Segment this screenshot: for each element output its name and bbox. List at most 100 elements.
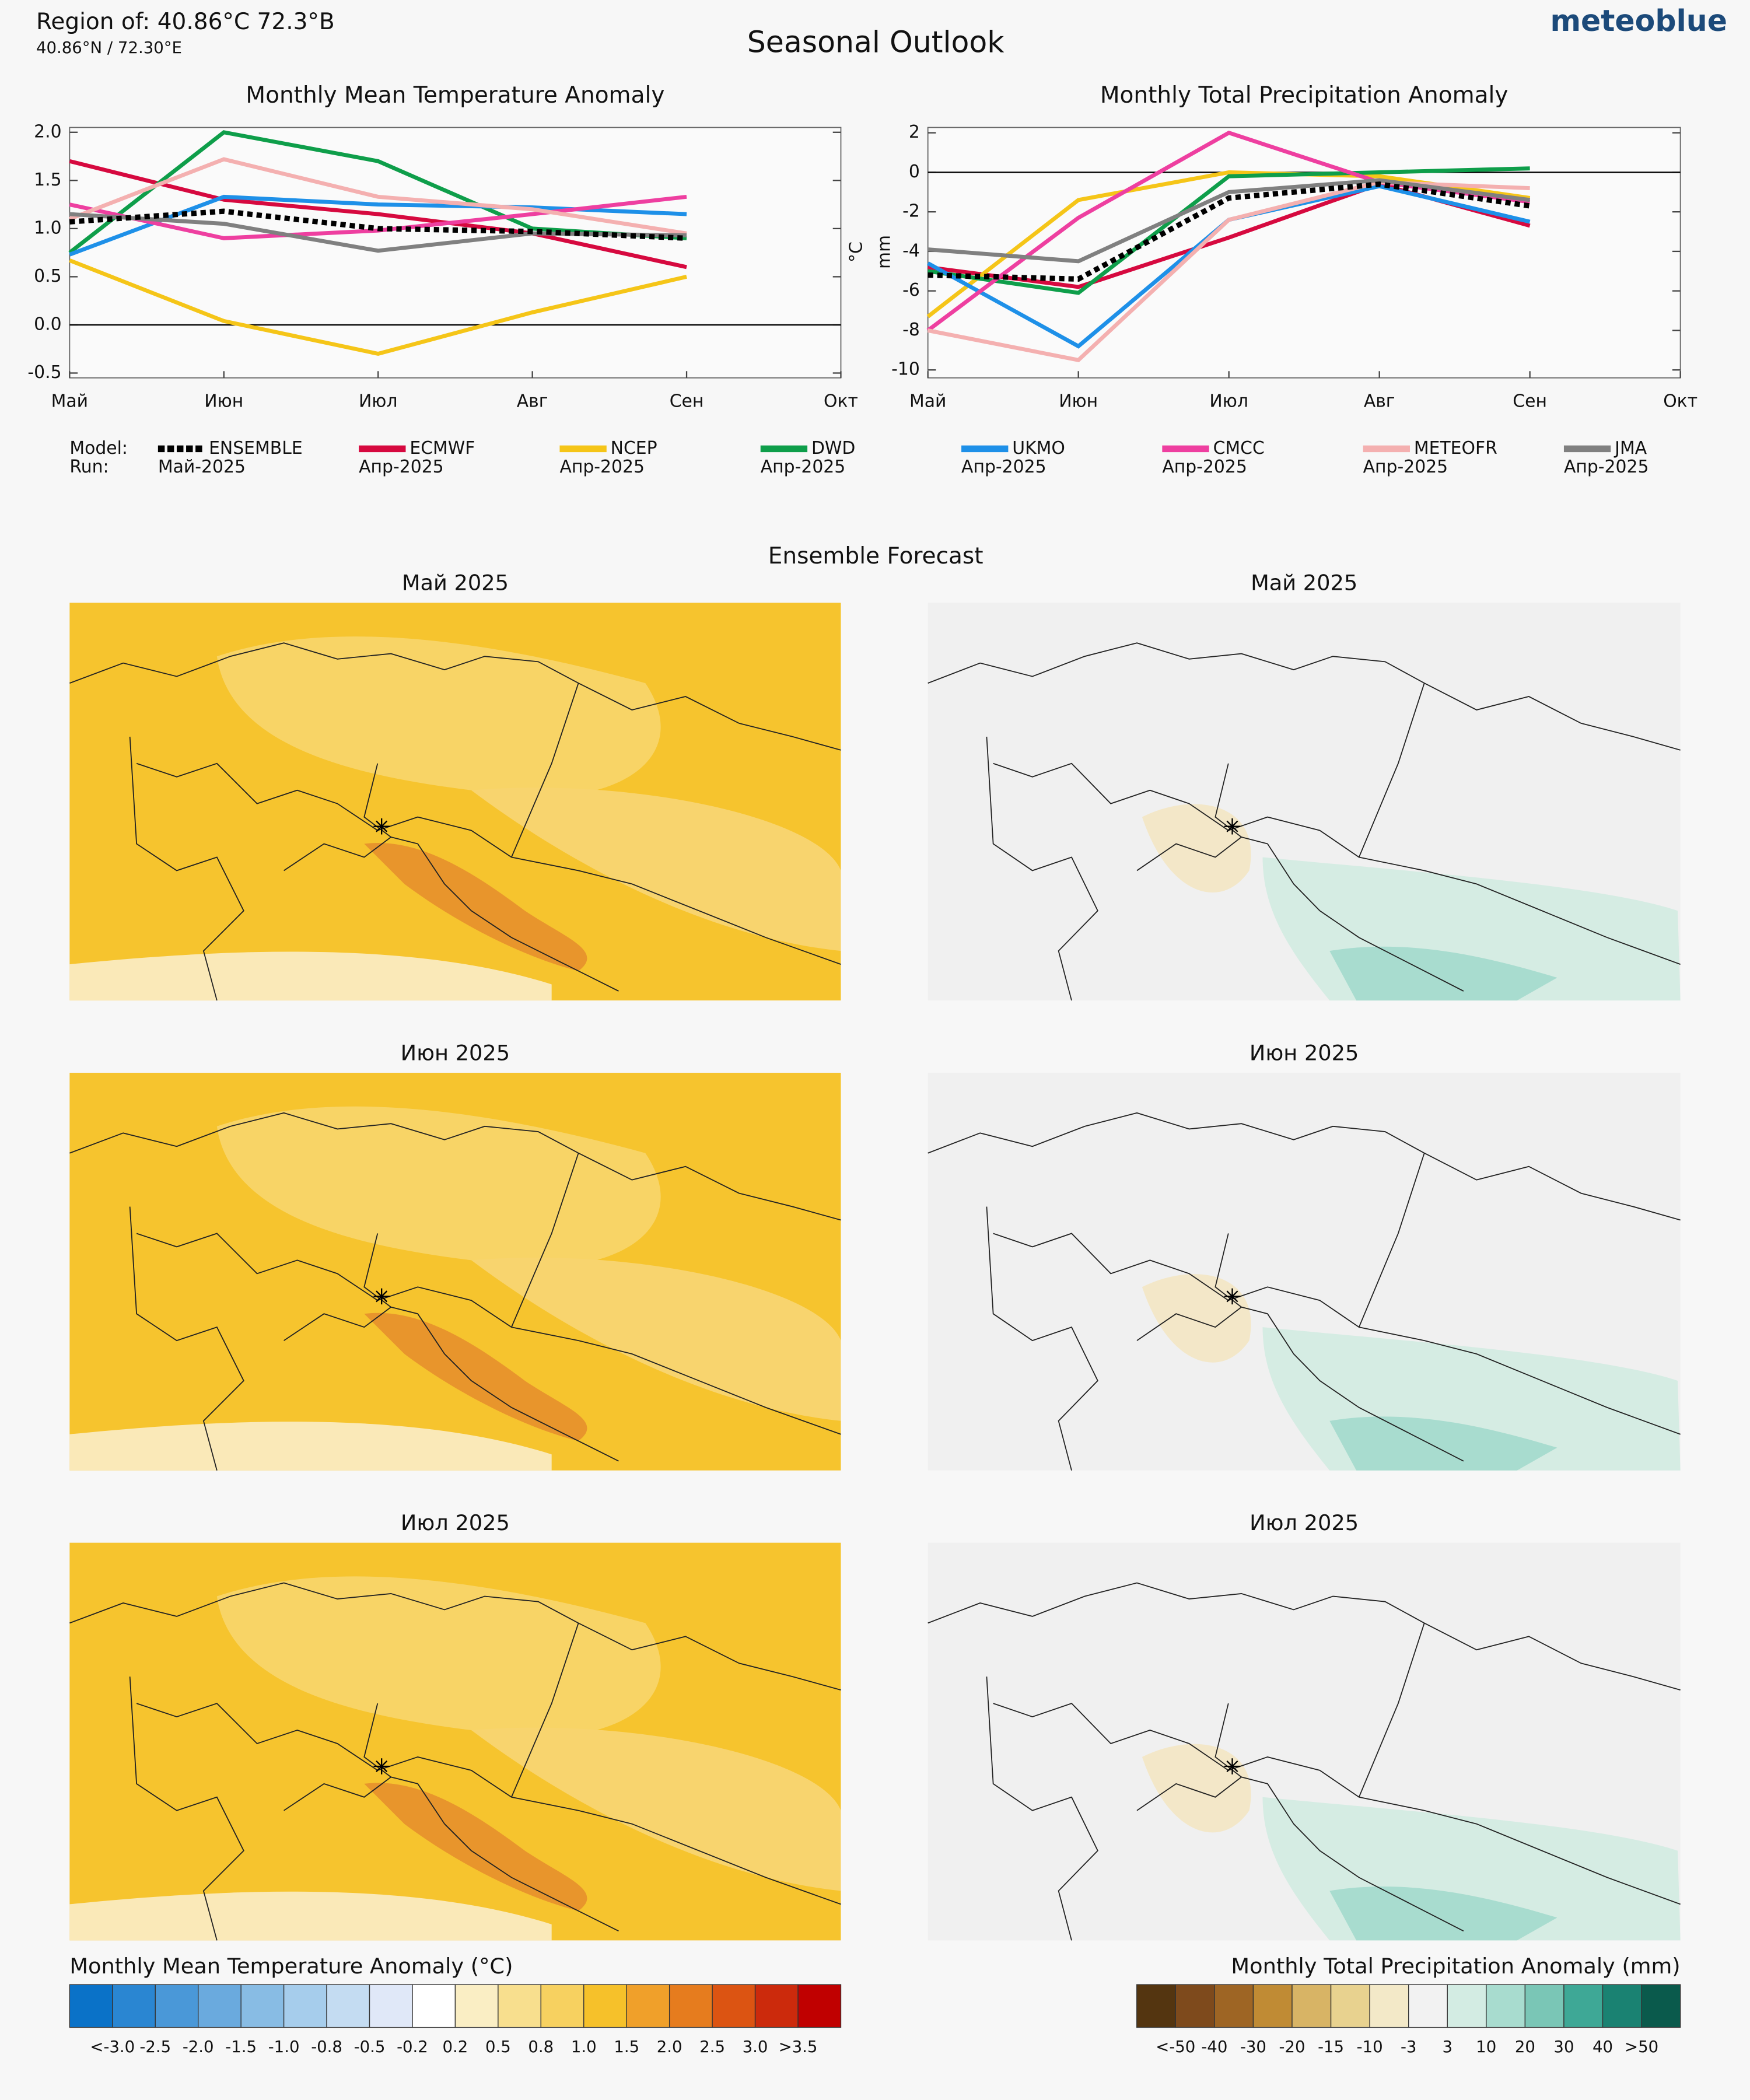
map-marker: [1224, 1758, 1241, 1774]
legend-run: Апр-2025: [961, 457, 1046, 477]
legend-name: DWD: [811, 438, 855, 459]
map-border: [1136, 1306, 1464, 1462]
legend-head: Run:: [69, 457, 108, 477]
map-border: [928, 1582, 1681, 1691]
map-border: [986, 1206, 1098, 1471]
map: [69, 1542, 841, 1941]
series-line: [928, 181, 1531, 282]
map-border: [510, 1623, 579, 1798]
legend-run: Апр-2025: [1564, 457, 1649, 477]
map-border: [129, 736, 244, 1001]
map-marker: [373, 1288, 390, 1305]
map-shade: [216, 636, 661, 797]
colorbar-label: -1.5: [225, 2038, 257, 2056]
colorbar-cell: [369, 1984, 413, 2028]
x-tick-label: Сен: [1513, 391, 1547, 412]
legend-run: Апр-2025: [1162, 457, 1247, 477]
colorbar-cell: [1447, 1984, 1487, 2028]
colorbar-label: 1.5: [614, 2038, 639, 2056]
colorbar-label: -15: [1318, 2038, 1344, 2056]
legend-run: Апр-2025: [1363, 457, 1448, 477]
map-border: [284, 836, 619, 992]
map-border: [136, 762, 841, 965]
map-shade: [471, 788, 841, 951]
coords: 40.86°N / 72.30°E: [36, 38, 182, 57]
colorbar-label: 20: [1515, 2038, 1535, 2056]
y-tick-label: -0.5: [27, 362, 61, 383]
map-border: [129, 1206, 244, 1471]
page-title: Seasonal Outlook: [747, 25, 1005, 60]
colorbar-label: -2.0: [183, 2038, 214, 2056]
plot-area: [927, 127, 1681, 379]
colorbar-label: -20: [1279, 2038, 1306, 2056]
series-line: [69, 159, 687, 270]
colorbar-cell: [1252, 1984, 1293, 2028]
colorbar-cell: [1292, 1984, 1332, 2028]
panel-title: Июн 2025: [401, 1040, 510, 1065]
map-shade: [471, 1727, 841, 1891]
colorbar-cell: [112, 1984, 156, 2028]
colorbar-label: 0.5: [485, 2038, 511, 2056]
map-border: [69, 642, 841, 751]
map-shade: [216, 1106, 661, 1268]
colorbar-label: 3: [1442, 2038, 1452, 2056]
map-shade: [1329, 946, 1558, 1001]
map-shade: [1142, 804, 1251, 893]
colorbar-cell: [240, 1984, 285, 2028]
map-shade: [69, 1422, 552, 1471]
map-border: [1136, 1776, 1464, 1932]
series-line: [928, 166, 1530, 295]
map-border: [510, 1153, 579, 1328]
colorbar-cell: [712, 1984, 756, 2028]
colorbar-cell: [626, 1984, 670, 2028]
map-border: [928, 642, 1681, 751]
panel-title: Июн 2025: [1250, 1040, 1359, 1065]
map-marker: [1224, 1288, 1241, 1305]
legend-name: CMCC: [1213, 438, 1265, 459]
colorbar-cell: [1602, 1984, 1642, 2028]
colorbar-label: -30: [1240, 2038, 1266, 2056]
colorbar-cell: [1563, 1984, 1604, 2028]
map-border: [136, 1703, 841, 1905]
y-tick-label: 0.5: [34, 266, 61, 286]
y-tick-label: 0.0: [34, 314, 61, 334]
map-border: [993, 762, 1681, 965]
colorbar-cell: [283, 1984, 327, 2028]
colorbar-label: -10: [1357, 2038, 1383, 2056]
legend-name: ECMWF: [410, 438, 475, 459]
colorbar-label: 3.0: [743, 2038, 768, 2056]
series-line: [928, 178, 1531, 264]
colorbar-cell: [198, 1984, 242, 2028]
y-tick-label: 2: [909, 122, 920, 142]
colorbar-label: -40: [1201, 2038, 1227, 2056]
map-border: [510, 682, 579, 858]
x-tick-label: Июл: [1209, 391, 1248, 412]
chart-title: Monthly Mean Temperature Anomaly: [246, 82, 664, 108]
map-border: [1358, 682, 1425, 858]
x-tick-label: Авг: [1364, 391, 1395, 412]
series-line: [69, 208, 687, 241]
colorbar-label: 10: [1476, 2038, 1496, 2056]
x-tick-label: Окт: [824, 391, 858, 412]
x-tick-label: Май: [909, 391, 946, 412]
x-tick-label: Июн: [204, 391, 243, 412]
colorbar-cell: [1214, 1984, 1254, 2028]
colorbar-cell: [1330, 1984, 1370, 2028]
map-border: [1136, 836, 1464, 992]
legend-run: Май-2025: [158, 457, 246, 477]
y-tick-label: 2.0: [34, 121, 61, 142]
colorbar-cell: [155, 1984, 199, 2028]
y-unit: °C: [846, 242, 867, 262]
map-border: [284, 1776, 619, 1932]
legend-run: Апр-2025: [359, 457, 444, 477]
map: [928, 603, 1681, 1001]
colorbar-label: 2.0: [657, 2038, 682, 2056]
map-marker: [373, 1758, 390, 1774]
map-border: [993, 1233, 1681, 1435]
legend-name: ENSEMBLE: [209, 438, 303, 459]
map-shade: [216, 1576, 661, 1737]
colorbar-cell: [540, 1984, 584, 2028]
colorbar-label: -0.5: [354, 2038, 386, 2056]
colorbar-cell: [498, 1984, 542, 2028]
y-tick-label: -4: [902, 240, 920, 261]
